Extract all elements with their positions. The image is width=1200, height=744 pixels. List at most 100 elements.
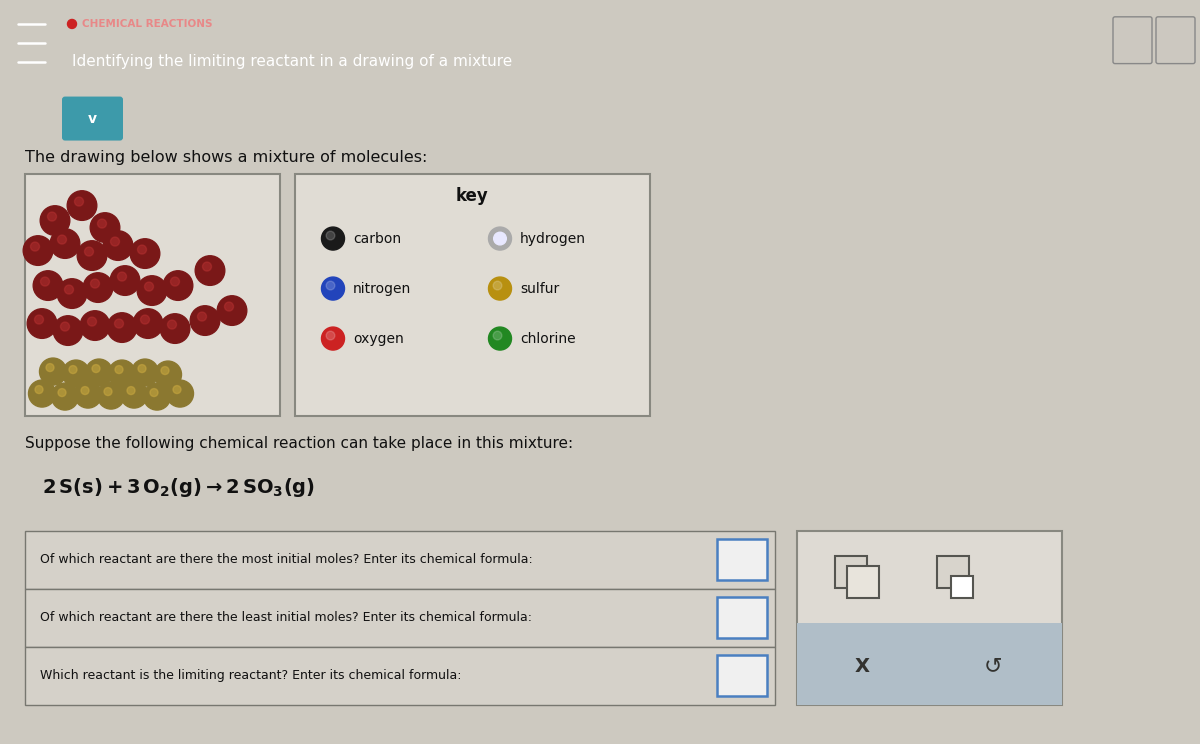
- Circle shape: [130, 239, 160, 269]
- Circle shape: [40, 358, 66, 385]
- Circle shape: [46, 364, 54, 371]
- Text: oxygen: oxygen: [353, 332, 403, 345]
- Text: The drawing below shows a mixture of molecules:: The drawing below shows a mixture of mol…: [25, 150, 427, 165]
- Circle shape: [82, 387, 89, 394]
- Circle shape: [115, 365, 124, 373]
- Circle shape: [493, 232, 506, 245]
- Bar: [937, 556, 970, 588]
- Circle shape: [196, 256, 224, 286]
- Text: Identifying the limiting reactant in a drawing of a mixture: Identifying the limiting reactant in a d…: [72, 54, 512, 69]
- Text: hydrogen: hydrogen: [520, 231, 586, 246]
- Text: v: v: [88, 112, 97, 126]
- Bar: [718, 539, 767, 580]
- Circle shape: [493, 281, 502, 290]
- Text: key: key: [456, 187, 488, 205]
- Circle shape: [120, 381, 148, 408]
- Bar: [295, 173, 650, 416]
- Circle shape: [104, 388, 112, 396]
- Circle shape: [28, 309, 56, 339]
- Bar: [847, 566, 878, 598]
- Circle shape: [50, 228, 79, 258]
- Circle shape: [52, 383, 78, 410]
- Circle shape: [110, 237, 120, 246]
- Circle shape: [488, 227, 511, 250]
- Circle shape: [190, 306, 220, 336]
- Circle shape: [60, 322, 70, 331]
- Text: CHEMICAL REACTIONS: CHEMICAL REACTIONS: [82, 19, 212, 29]
- Circle shape: [90, 213, 120, 243]
- Circle shape: [83, 273, 113, 302]
- Circle shape: [97, 219, 107, 228]
- Circle shape: [35, 315, 43, 324]
- Circle shape: [167, 380, 193, 407]
- Bar: [952, 576, 973, 598]
- Circle shape: [110, 266, 140, 295]
- Circle shape: [48, 212, 56, 221]
- Circle shape: [198, 312, 206, 321]
- Circle shape: [170, 277, 180, 286]
- Bar: [25, 589, 775, 647]
- Circle shape: [322, 227, 344, 250]
- Circle shape: [168, 320, 176, 329]
- Circle shape: [70, 365, 77, 373]
- Circle shape: [140, 315, 150, 324]
- Text: $↺$: $↺$: [983, 656, 1002, 676]
- Bar: [25, 173, 280, 416]
- Bar: [797, 530, 1062, 705]
- Circle shape: [88, 317, 96, 326]
- Circle shape: [326, 231, 335, 240]
- Bar: [718, 655, 767, 696]
- Circle shape: [322, 277, 344, 300]
- Circle shape: [90, 279, 100, 288]
- Circle shape: [34, 271, 62, 301]
- Circle shape: [118, 272, 126, 281]
- Circle shape: [41, 277, 49, 286]
- Circle shape: [144, 282, 154, 291]
- Circle shape: [132, 359, 158, 386]
- Circle shape: [80, 311, 110, 340]
- Circle shape: [41, 206, 70, 235]
- Circle shape: [322, 327, 344, 350]
- Circle shape: [114, 319, 124, 328]
- Bar: [25, 647, 775, 705]
- Circle shape: [97, 382, 125, 409]
- Circle shape: [150, 388, 158, 397]
- Text: carbon: carbon: [353, 231, 401, 246]
- Bar: [718, 597, 767, 638]
- Circle shape: [138, 365, 146, 373]
- Circle shape: [173, 385, 181, 394]
- Circle shape: [163, 271, 193, 301]
- Text: Suppose the following chemical reaction can take place in this mixture:: Suppose the following chemical reaction …: [25, 436, 574, 451]
- Circle shape: [133, 309, 163, 339]
- Circle shape: [107, 312, 137, 342]
- Circle shape: [77, 241, 107, 270]
- Circle shape: [23, 236, 53, 266]
- Circle shape: [65, 285, 73, 294]
- FancyBboxPatch shape: [1156, 17, 1195, 63]
- Text: $\mathbf{2\,S(s)+3\,O_2(g) \rightarrow 2\,SO_3(g)}$: $\mathbf{2\,S(s)+3\,O_2(g) \rightarrow 2…: [42, 476, 316, 499]
- Circle shape: [144, 383, 170, 410]
- Circle shape: [493, 331, 502, 340]
- Text: Of which reactant are there the least initial moles? Enter its chemical formula:: Of which reactant are there the least in…: [40, 611, 532, 624]
- Circle shape: [74, 197, 84, 206]
- Text: chlorine: chlorine: [520, 332, 576, 345]
- Circle shape: [30, 242, 40, 251]
- Bar: [797, 623, 1062, 705]
- Circle shape: [35, 385, 43, 394]
- Circle shape: [58, 388, 66, 397]
- Circle shape: [488, 327, 511, 350]
- Circle shape: [155, 361, 181, 388]
- FancyBboxPatch shape: [62, 97, 124, 141]
- Circle shape: [58, 279, 86, 308]
- Text: X: X: [854, 657, 870, 676]
- Circle shape: [488, 277, 511, 300]
- Circle shape: [92, 365, 100, 373]
- Circle shape: [67, 190, 97, 220]
- Circle shape: [127, 387, 134, 394]
- Text: sulfur: sulfur: [520, 281, 559, 295]
- Circle shape: [161, 367, 169, 374]
- Text: Of which reactant are there the most initial moles? Enter its chemical formula:: Of which reactant are there the most ini…: [40, 553, 533, 566]
- Circle shape: [53, 315, 83, 345]
- FancyBboxPatch shape: [1114, 17, 1152, 63]
- Circle shape: [74, 381, 102, 408]
